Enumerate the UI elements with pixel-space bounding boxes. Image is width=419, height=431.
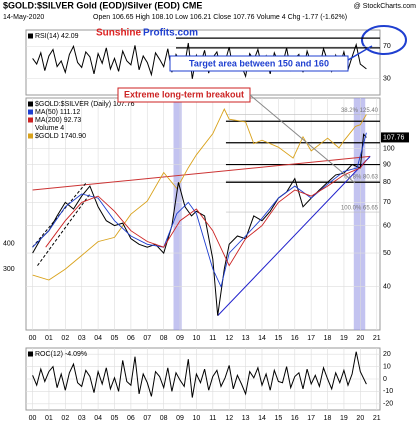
x-tick-label: 17 xyxy=(307,335,315,342)
x-tick-label: 05 xyxy=(111,415,119,422)
x-tick-label: 02 xyxy=(61,415,69,422)
x-tick-label: 08 xyxy=(160,415,168,422)
legend-label: ROC(12) -4.09% xyxy=(35,351,87,358)
x-tick-label: 12 xyxy=(225,415,233,422)
legend-swatch xyxy=(28,351,33,357)
y-tick-label: 20 xyxy=(383,351,391,358)
fib-label: 100.0% 65.65 xyxy=(341,206,379,212)
x-tick-label: 13 xyxy=(242,335,250,342)
target-circle xyxy=(361,25,407,55)
x-tick-label: 19 xyxy=(340,335,348,342)
y-tick-label: 0 xyxy=(383,376,387,383)
legend-swatch xyxy=(28,109,33,115)
legend-swatch xyxy=(28,117,33,123)
x-tick-label: 18 xyxy=(324,415,332,422)
x-tick-label: 00 xyxy=(29,335,37,342)
x-tick-label: 20 xyxy=(356,415,364,422)
x-tick-label: 09 xyxy=(176,335,184,342)
y-tick-label: 90 xyxy=(383,161,391,168)
x-tick-label: 05 xyxy=(111,335,119,342)
x-tick-label: 16 xyxy=(291,335,299,342)
x-tick-label: 11 xyxy=(209,335,216,342)
y-tick-label: 80 xyxy=(383,179,391,186)
annotation-box xyxy=(169,55,349,72)
x-tick-label: 03 xyxy=(78,415,86,422)
x-tick-label: 20 xyxy=(356,335,364,342)
legend-swatch xyxy=(28,33,33,39)
fib-label: 61.8% 80.63 xyxy=(344,175,378,181)
x-tick-label: 14 xyxy=(258,335,266,342)
x-tick-label: 14 xyxy=(258,415,266,422)
last-price-box xyxy=(381,132,409,143)
arrow xyxy=(347,45,373,61)
x-tick-label: 15 xyxy=(274,335,282,342)
brand: Sunshine xyxy=(96,28,141,39)
last-price-label: 107.76 xyxy=(383,134,405,141)
legend-label: RSI(14) 42.09 xyxy=(35,33,79,40)
legend-label: MA(50) 111.12 xyxy=(35,109,80,116)
x-tick-label: 10 xyxy=(193,415,201,422)
brand: Profits.com xyxy=(143,28,198,39)
x-tick-label: 16 xyxy=(291,415,299,422)
date: 14-May-2020 xyxy=(3,14,44,21)
y-tick-label: -10 xyxy=(383,388,393,395)
x-tick-label: 01 xyxy=(45,335,53,342)
y-tick-label: 100 xyxy=(383,146,395,153)
y-tick-label: 60 xyxy=(383,222,391,229)
x-tick-label: 09 xyxy=(176,415,184,422)
annotation: Target area between 150 and 160 xyxy=(189,58,329,68)
x-tick-label: 04 xyxy=(94,415,102,422)
x-tick-label: 07 xyxy=(143,335,151,342)
y-tick-label: 30 xyxy=(383,76,391,83)
x-tick-label: 06 xyxy=(127,415,135,422)
x-tick-label: 17 xyxy=(307,415,315,422)
highlight-zone xyxy=(173,98,182,330)
y2-tick-label: 400 xyxy=(3,241,15,248)
x-tick-label: 06 xyxy=(127,335,135,342)
x-tick-label: 10 xyxy=(193,335,201,342)
series-line xyxy=(32,108,367,281)
source: @ StockCharts.com xyxy=(354,3,417,10)
legend-label: $GOLD:$SILVER (Daily) 107.76 xyxy=(35,101,135,108)
x-tick-label: 12 xyxy=(225,335,233,342)
x-tick-label: 11 xyxy=(209,415,216,422)
x-tick-label: 04 xyxy=(94,335,102,342)
trend-line xyxy=(217,156,371,316)
x-tick-label: 13 xyxy=(242,415,250,422)
x-tick-label: 21 xyxy=(373,415,381,422)
fib-label: 38.2% 125.40 xyxy=(341,108,379,114)
x-tick-label: 07 xyxy=(143,415,151,422)
x-tick-label: 21 xyxy=(373,335,381,342)
legend-label: MA(200) 92.73 xyxy=(35,117,81,124)
arrow xyxy=(249,94,356,184)
series-line xyxy=(45,159,367,267)
x-tick-label: 03 xyxy=(78,335,86,342)
trend-line xyxy=(32,155,371,191)
y-tick-label: 50 xyxy=(383,250,391,257)
x-tick-label: 18 xyxy=(324,335,332,342)
series-line xyxy=(32,351,367,398)
y-tick-label: 40 xyxy=(383,284,391,291)
highlight-zone xyxy=(353,98,366,330)
legend-swatch xyxy=(28,101,33,107)
x-tick-label: 15 xyxy=(274,415,282,422)
legend-label: $GOLD 1740.90 xyxy=(35,133,86,140)
y-tick-label: -20 xyxy=(383,401,393,408)
y-tick-label: 70 xyxy=(383,43,391,50)
y-tick-label: 70 xyxy=(383,199,391,206)
x-tick-label: 08 xyxy=(160,335,168,342)
legend-label: Volume 4 xyxy=(35,125,64,132)
legend-swatch xyxy=(28,133,33,139)
x-tick-label: 01 xyxy=(45,415,53,422)
x-tick-label: 00 xyxy=(29,415,37,422)
annotation: Extreme long-term breakout xyxy=(124,89,244,99)
x-tick-label: 02 xyxy=(61,335,69,342)
quote: Open 106.65 High 108.10 Low 106.21 Close… xyxy=(93,14,347,21)
y-tick-label: 10 xyxy=(383,363,391,370)
chart-title: $GOLD:$SILVER Gold (EOD)/Silver (EOD) CM… xyxy=(3,0,202,10)
y2-tick-label: 300 xyxy=(3,266,15,273)
x-tick-label: 19 xyxy=(340,415,348,422)
